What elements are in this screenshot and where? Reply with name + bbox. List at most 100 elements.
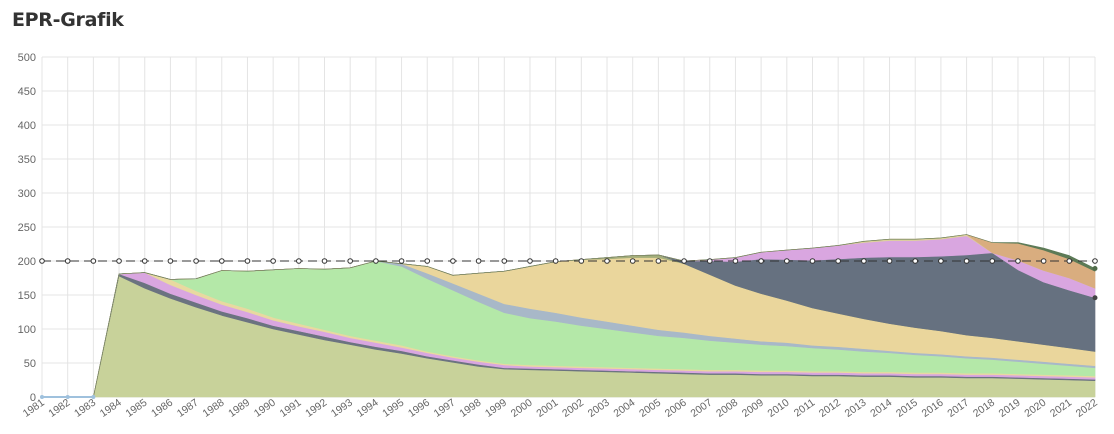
reference-point	[373, 258, 379, 264]
reference-point	[39, 258, 45, 264]
reference-point	[321, 258, 328, 264]
x-tick-label: 1995	[380, 397, 406, 420]
y-tick-label: 50	[24, 358, 36, 370]
x-tick-label: 2020	[1022, 397, 1048, 420]
y-tick-label: 350	[18, 154, 36, 166]
reference-point	[501, 258, 508, 264]
x-tick-label: 2003	[586, 397, 612, 420]
y-tick-label: 250	[18, 222, 36, 234]
x-tick-label: 2006	[663, 397, 689, 420]
x-tick-label: 2007	[688, 397, 714, 420]
reference-point	[398, 258, 405, 264]
reference-point	[167, 258, 174, 264]
x-tick-label: 2001	[534, 397, 560, 420]
zero-point	[40, 395, 44, 399]
x-tick-label: 1986	[149, 397, 175, 420]
reference-point	[963, 258, 970, 264]
reference-point	[424, 258, 431, 264]
x-tick-label: 1992	[303, 397, 329, 420]
reference-point	[578, 258, 585, 264]
reference-point	[1066, 258, 1073, 264]
x-tick-label: 2002	[560, 397, 586, 420]
x-tick-label: 1987	[175, 397, 201, 420]
zero-point	[91, 395, 96, 399]
y-tick-label: 400	[18, 120, 36, 132]
reference-point	[758, 258, 764, 264]
x-axis: 1981 1982 1983 1984 1985 1986 1987 1988 1989 1990…	[21, 397, 1100, 420]
x-tick-label: 2009	[740, 397, 766, 420]
reference-point	[552, 258, 559, 264]
reference-point	[1015, 258, 1021, 264]
y-axis: 0 50 100 150 200 250 300 350 400 450 500	[18, 52, 36, 404]
reference-point	[141, 258, 148, 264]
x-tick-label: 2004	[611, 397, 637, 420]
x-tick-label: 1981	[21, 397, 47, 420]
reference-point	[90, 258, 97, 264]
x-tick-label: 2010	[766, 397, 792, 420]
reference-point	[1092, 258, 1098, 264]
reference-point	[244, 258, 251, 264]
x-tick-label: 2017	[945, 397, 971, 420]
reference-point	[809, 258, 816, 264]
x-tick-label: 1991	[278, 397, 304, 420]
y-tick-label: 450	[18, 86, 36, 98]
x-tick-label: 2000	[509, 397, 535, 420]
reference-point	[270, 258, 276, 264]
x-tick-label: 1998	[457, 397, 483, 420]
chart-title: EPR-Grafik	[12, 9, 124, 31]
series-end-point	[1092, 265, 1098, 271]
x-tick-label: 2022	[1074, 397, 1100, 420]
reference-point	[116, 258, 122, 264]
x-tick-label: 1999	[483, 397, 509, 420]
x-tick-label: 1996	[406, 397, 432, 420]
x-tick-label: 1990	[252, 397, 278, 420]
y-tick-label: 100	[18, 324, 36, 336]
x-tick-label: 1993	[329, 397, 355, 420]
x-tick-label: 2019	[997, 397, 1023, 420]
x-tick-label: 2008	[714, 397, 740, 420]
reference-point	[861, 258, 867, 264]
reference-point	[1040, 258, 1047, 264]
x-tick-label: 2005	[637, 397, 663, 420]
y-tick-label: 300	[18, 188, 36, 200]
series-end-point	[1092, 295, 1098, 301]
reference-point	[989, 258, 996, 264]
reference-point	[629, 258, 636, 264]
x-tick-label: 1994	[355, 397, 381, 420]
x-tick-label: 2014	[868, 397, 894, 420]
reference-point	[450, 258, 456, 264]
reference-point	[64, 258, 71, 264]
x-tick-label: 1982	[46, 397, 72, 420]
chart-areas	[40, 234, 1098, 399]
x-tick-label: 1989	[226, 397, 252, 420]
x-tick-label: 2018	[971, 397, 997, 420]
reference-point	[475, 258, 482, 264]
reference-point	[347, 258, 353, 264]
reference-point	[527, 258, 533, 264]
y-tick-label: 500	[18, 52, 36, 64]
x-tick-label: 2016	[920, 397, 946, 420]
x-tick-label: 2015	[894, 397, 920, 420]
reference-point	[784, 258, 790, 264]
x-tick-label: 1988	[200, 397, 226, 420]
y-tick-label: 0	[30, 392, 36, 404]
reference-point	[193, 258, 199, 264]
x-tick-label: 2012	[817, 397, 843, 420]
y-tick-label: 150	[18, 290, 36, 302]
reference-point	[296, 258, 302, 264]
x-tick-label: 1997	[432, 397, 458, 420]
reference-point	[912, 258, 919, 264]
reference-point	[218, 258, 225, 264]
x-tick-label: 2011	[792, 397, 818, 420]
zero-point	[65, 395, 70, 399]
x-tick-label: 1984	[98, 397, 124, 420]
reference-point	[732, 258, 739, 264]
reference-point	[604, 258, 610, 264]
x-tick-label: 1985	[123, 397, 149, 420]
reference-point	[681, 258, 687, 264]
reference-point	[655, 258, 662, 264]
reference-point	[706, 258, 713, 264]
y-tick-label: 200	[18, 256, 36, 268]
reference-point	[938, 258, 944, 264]
